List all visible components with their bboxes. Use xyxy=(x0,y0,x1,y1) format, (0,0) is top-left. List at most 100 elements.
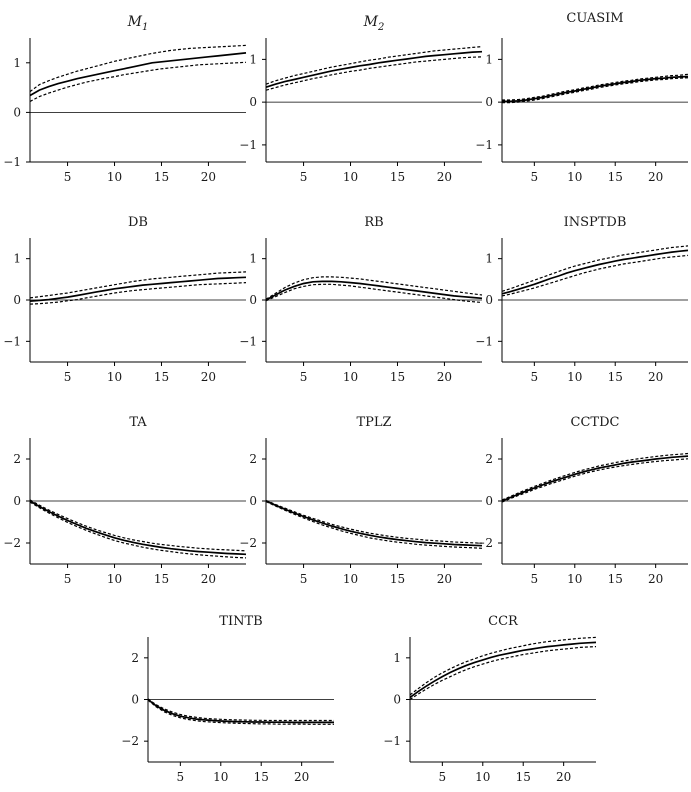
y-tick-label: 0 xyxy=(249,95,257,109)
upper-band-line xyxy=(409,636,597,696)
y-tick-label: −1 xyxy=(239,138,257,152)
x-tick-label: 20 xyxy=(201,370,216,384)
panel-title-cctdc: CCTDC xyxy=(571,415,620,430)
x-tick-label: 5 xyxy=(64,170,72,184)
x-tick-label: 15 xyxy=(516,770,531,784)
lower-band-line xyxy=(501,458,689,503)
x-tick-label: 5 xyxy=(439,770,447,784)
response-line xyxy=(265,500,483,547)
upper-band-line xyxy=(147,698,334,722)
y-tick-label: −1 xyxy=(3,155,21,169)
x-tick-label: 15 xyxy=(608,370,623,384)
panel-title-ta: TA xyxy=(129,415,147,430)
title-main: M xyxy=(363,14,379,30)
upper-band-line xyxy=(265,499,483,544)
response-line xyxy=(265,50,483,89)
lower-band-line xyxy=(409,646,597,700)
x-tick-label: 15 xyxy=(154,170,169,184)
x-tick-label: 5 xyxy=(300,370,308,384)
y-tick-label: 1 xyxy=(13,56,21,70)
x-tick-label: 5 xyxy=(300,170,308,184)
lower-band-line xyxy=(265,501,483,549)
lower-band-line xyxy=(29,501,247,559)
y-tick-label: 0 xyxy=(13,293,21,307)
y-tick-label: 1 xyxy=(13,252,21,266)
y-tick-label: −1 xyxy=(475,334,493,348)
response-line xyxy=(501,249,689,295)
response-line xyxy=(147,698,334,724)
y-tick-label: 1 xyxy=(393,651,401,665)
y-tick-label: −2 xyxy=(121,734,139,748)
y-tick-label: 0 xyxy=(131,693,139,707)
y-tick-label: −1 xyxy=(475,138,493,152)
y-tick-label: 1 xyxy=(249,252,257,266)
upper-band-line xyxy=(501,452,689,501)
panel-title-tintb: TINTB xyxy=(219,614,262,629)
x-tick-label: 5 xyxy=(531,370,539,384)
y-tick-label: 2 xyxy=(131,651,139,665)
x-tick-label: 5 xyxy=(300,572,308,586)
lower-band-line xyxy=(29,61,247,103)
x-tick-label: 20 xyxy=(648,170,663,184)
response-line xyxy=(502,75,689,103)
x-tick-label: 15 xyxy=(254,770,269,784)
x-tick-label: 15 xyxy=(154,572,169,586)
panel-title-tplz: TPLZ xyxy=(356,415,391,430)
y-tick-label: 0 xyxy=(393,693,401,707)
x-tick-label: 15 xyxy=(608,572,623,586)
x-tick-label: 10 xyxy=(213,770,228,784)
y-tick-label: 1 xyxy=(485,252,493,266)
x-tick-label: 20 xyxy=(201,170,216,184)
y-tick-label: 0 xyxy=(13,494,21,508)
y-tick-label: 2 xyxy=(485,452,493,466)
x-tick-label: 10 xyxy=(475,770,490,784)
x-tick-label: 10 xyxy=(567,572,582,586)
y-tick-label: 0 xyxy=(249,494,257,508)
lower-band-line xyxy=(265,56,483,91)
x-tick-label: 10 xyxy=(107,572,122,586)
panel-title-insptdb: INSPTDB xyxy=(564,215,627,230)
y-tick-label: −2 xyxy=(239,536,257,550)
y-tick-label: 0 xyxy=(13,105,21,119)
x-tick-label: 10 xyxy=(107,170,122,184)
x-tick-label: 10 xyxy=(567,170,582,184)
response-line xyxy=(29,276,247,303)
x-tick-label: 15 xyxy=(390,370,405,384)
y-tick-label: −2 xyxy=(475,536,493,550)
x-tick-label: 20 xyxy=(648,572,663,586)
y-tick-label: 0 xyxy=(249,293,257,307)
x-tick-label: 10 xyxy=(343,572,358,586)
upper-band-line xyxy=(265,276,483,300)
x-tick-label: 15 xyxy=(154,370,169,384)
response-line xyxy=(409,641,597,699)
response-line xyxy=(265,280,483,301)
panel-title-m2: M2 xyxy=(363,14,385,33)
y-tick-label: 0 xyxy=(485,95,493,109)
y-tick-label: −1 xyxy=(239,334,257,348)
y-tick-label: −1 xyxy=(383,734,401,748)
x-tick-label: 10 xyxy=(343,170,358,184)
response-line xyxy=(29,52,247,97)
x-tick-label: 5 xyxy=(177,770,185,784)
y-tick-label: 2 xyxy=(249,452,257,466)
response-line xyxy=(501,455,689,502)
lower-band-line xyxy=(29,282,247,305)
panel-title-ccr: CCR xyxy=(488,614,519,629)
upper-band-line xyxy=(29,271,247,299)
y-tick-label: 1 xyxy=(249,52,257,66)
x-tick-label: 20 xyxy=(201,572,216,586)
x-tick-label: 15 xyxy=(608,170,623,184)
panel-title-db: DB xyxy=(128,215,148,230)
x-tick-label: 20 xyxy=(437,170,452,184)
panel-title-cuasim: CUASIM xyxy=(566,11,623,26)
lower-band-line xyxy=(265,283,483,304)
upper-band-line xyxy=(29,44,247,93)
x-tick-label: 15 xyxy=(390,170,405,184)
